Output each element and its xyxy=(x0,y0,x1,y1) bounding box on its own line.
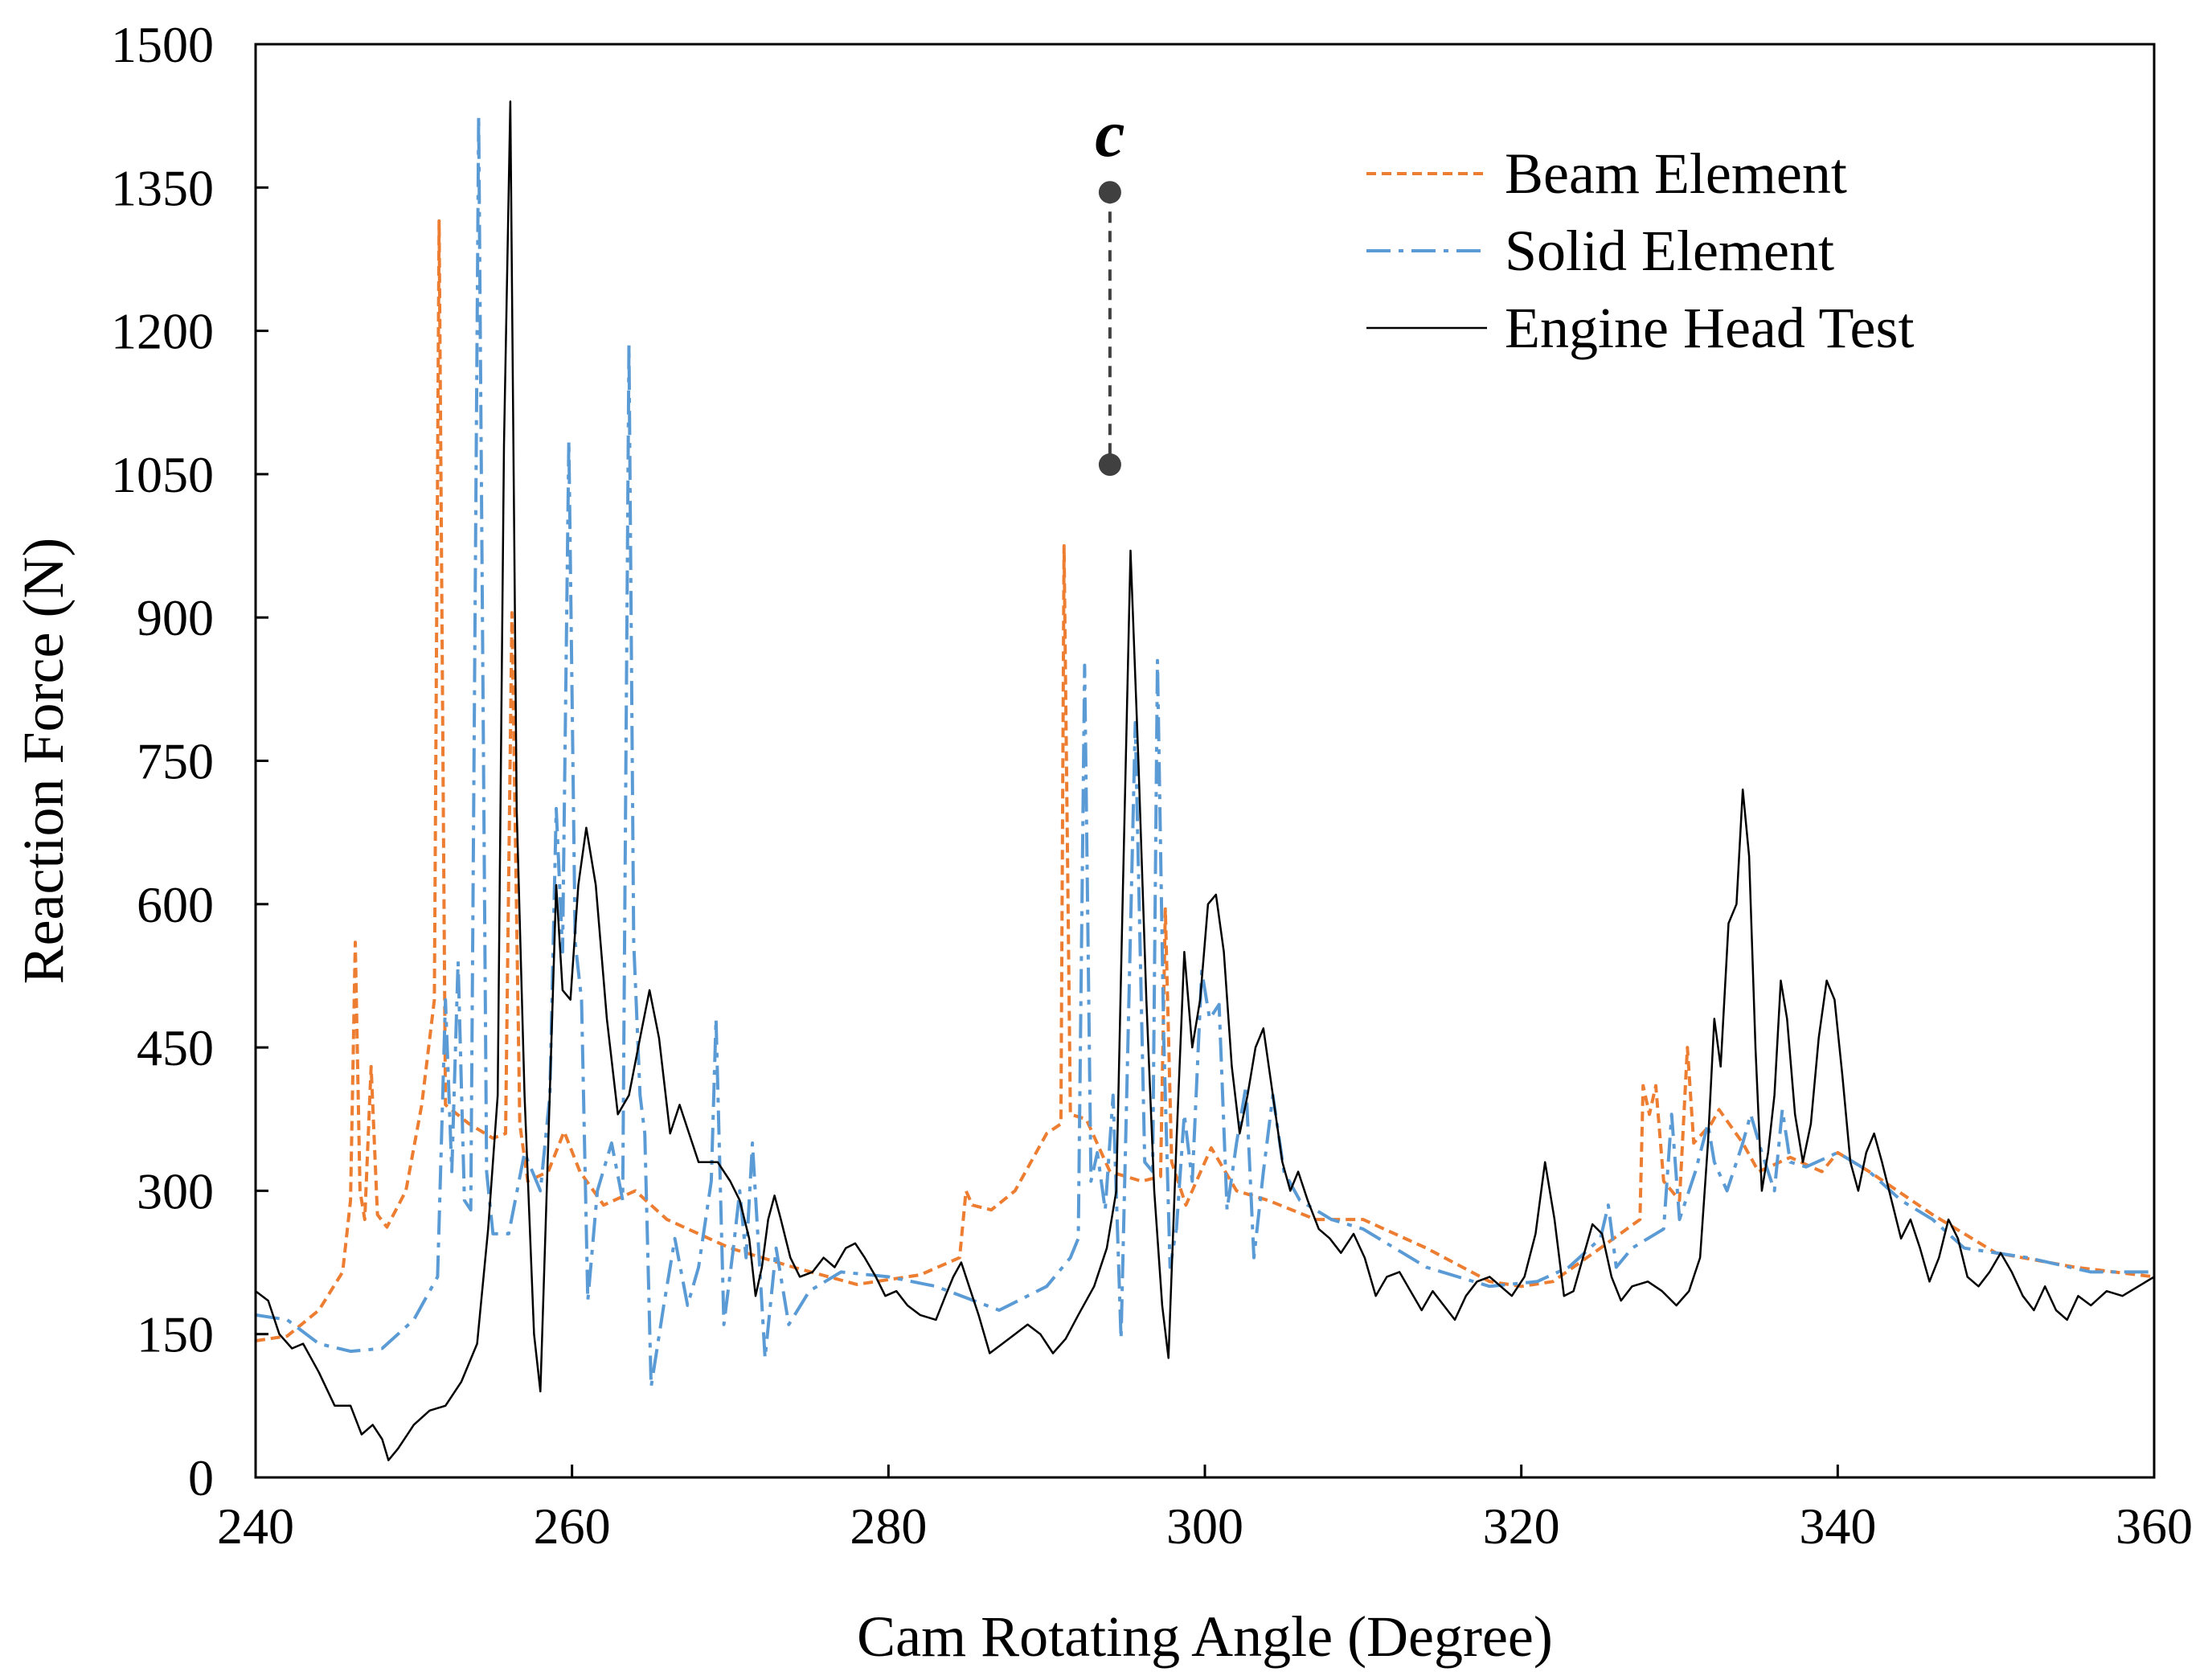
y-tick-label: 300 xyxy=(137,1162,214,1219)
x-axis-title: Cam Rotating Angle (Degree) xyxy=(857,1604,1553,1669)
annotation-dot-bottom xyxy=(1098,453,1121,477)
series-line-beam-element xyxy=(255,219,2155,1342)
x-tick-label: 340 xyxy=(1799,1498,1876,1555)
x-tick-label: 320 xyxy=(1483,1498,1560,1555)
plot-frame xyxy=(254,43,2156,1479)
series-line-engine-head-test xyxy=(255,100,2155,1461)
series-group xyxy=(255,100,2155,1461)
annotation-label: c xyxy=(1095,96,1124,171)
y-tick-label: 450 xyxy=(137,1019,214,1076)
y-tick-label: 750 xyxy=(137,733,214,790)
annotation-group: c xyxy=(1095,96,1125,477)
y-tick-label: 1050 xyxy=(111,446,214,503)
y-axis-title: Reaction Force (N) xyxy=(11,538,76,985)
x-tick-label: 360 xyxy=(2116,1498,2193,1555)
y-axis-ticks: 0 150 300 450 600 750 900 1050 1200 1350 1500 xyxy=(111,16,268,1506)
legend-label-beam-element: Beam Element xyxy=(1505,141,1847,206)
legend-label-engine-head-test: Engine Head Test xyxy=(1505,296,1914,360)
x-tick-label: 240 xyxy=(217,1498,294,1555)
y-tick-label: 1500 xyxy=(111,16,214,73)
y-tick-label: 1200 xyxy=(111,303,214,360)
series-line-solid-element xyxy=(255,114,2154,1389)
x-tick-label: 280 xyxy=(850,1498,927,1555)
x-axis-ticks: 240 260 280 300 320 340 360 xyxy=(217,1465,2193,1555)
y-tick-label: 600 xyxy=(137,876,214,933)
x-tick-label: 300 xyxy=(1166,1498,1243,1555)
y-tick-label: 150 xyxy=(137,1306,214,1363)
legend: Beam Element Solid Element Engine Head Tes… xyxy=(1366,141,1914,360)
legend-label-solid-element: Solid Element xyxy=(1505,219,1834,283)
y-tick-label: 1350 xyxy=(111,159,214,216)
y-tick-label: 900 xyxy=(137,589,214,646)
x-tick-label: 260 xyxy=(534,1498,611,1555)
annotation-dot-top xyxy=(1098,181,1121,204)
y-tick-label: 0 xyxy=(188,1449,214,1506)
